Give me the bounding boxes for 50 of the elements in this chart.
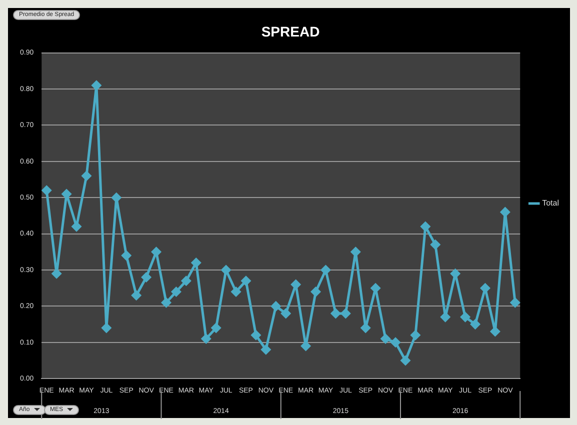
point [271,301,281,311]
point [161,298,171,308]
point [510,298,520,308]
point [92,80,102,90]
point [112,192,122,202]
point [301,341,311,351]
point [330,308,340,318]
point [82,171,92,181]
chart-title: SPREAD [261,23,320,40]
point [241,276,251,286]
point [480,283,490,293]
point [370,283,380,293]
point [211,323,221,333]
point [132,290,142,300]
point [52,268,62,278]
point [201,334,211,344]
point [420,222,430,232]
point [490,326,500,336]
point [142,272,152,282]
point [311,286,320,296]
point [450,268,460,278]
point [181,276,191,286]
point [122,250,132,260]
point [191,258,201,268]
point [171,286,181,296]
point [350,247,360,257]
point [380,334,390,344]
point [62,189,72,199]
point [440,312,450,322]
point [500,207,510,217]
point [390,338,400,348]
legend-label: Total [542,198,560,208]
point [281,308,291,318]
point [261,344,271,354]
point [360,323,370,333]
point [340,308,350,318]
point [460,312,470,322]
point [291,280,301,290]
point [72,222,82,232]
point [320,265,330,275]
point [102,323,112,333]
point [42,186,52,196]
point [400,356,410,366]
point [251,330,261,340]
point [410,330,420,340]
point [430,240,440,250]
point [231,286,241,296]
point [221,265,231,275]
point [470,320,480,330]
point [152,247,162,257]
